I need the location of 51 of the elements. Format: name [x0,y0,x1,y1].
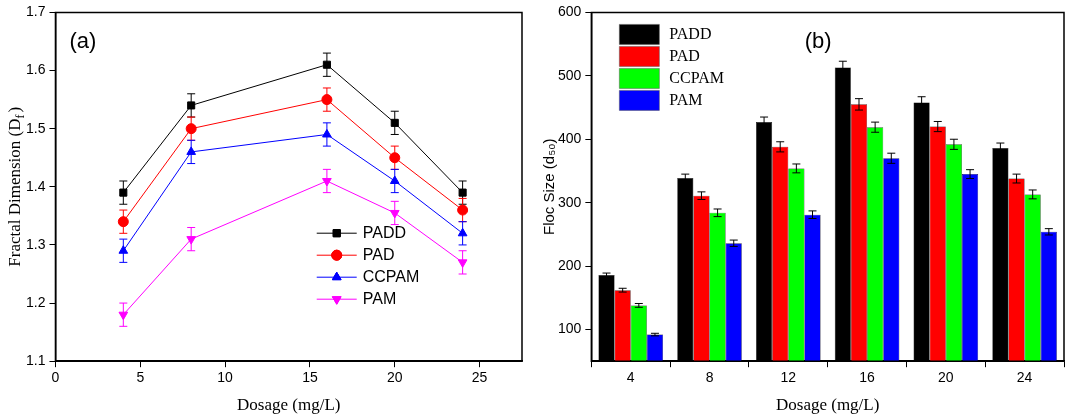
y-tick-label: 500 [558,66,582,83]
y-tick-label: 100 [558,320,582,337]
y-tick-label: 1.4 [25,177,46,194]
point [118,245,129,254]
point [185,123,197,135]
legend-label: PAD [669,46,700,64]
x-tick-label: 12 [780,369,797,386]
legend-label: PAM [362,289,397,307]
y-tick-label: 300 [558,193,582,210]
point [457,204,469,216]
y-tick-label: 1.5 [25,119,46,136]
y-tick-label: 1.2 [25,293,46,310]
x-tick-label: 24 [1016,369,1033,386]
point [119,188,128,197]
x-tick-label: 20 [386,369,403,386]
annotation: (b) [804,28,832,54]
annotation: (a) [69,28,97,54]
y-tick-label: 200 [558,256,582,273]
y-tick-label: 600 [558,3,582,20]
x-tick-label: 25 [471,369,488,386]
x-tick-label: 8 [705,369,714,386]
point [389,152,401,164]
x-tick-label: 5 [136,369,145,386]
x-axis-title: Dosage (mg/L) [775,395,880,415]
y-tick-label: 400 [558,130,582,147]
x-axis-title: Dosage (mg/L) [237,395,341,415]
y-tick-label: 1.1 [25,352,46,369]
legend-label: PADD [362,223,406,241]
x-tick-label: 16 [859,369,876,386]
y-tick-label: 1.7 [25,3,46,20]
legend-label: PADD [669,24,712,42]
legend-label: PAM [669,90,703,108]
point [117,216,129,228]
x-tick-label: 4 [626,369,635,386]
y-tick-label: 1.3 [25,235,46,252]
legend-label: CCPAM [669,68,724,86]
point [458,188,467,197]
point [186,236,197,245]
y-axis-title: Floc Size (d₅₀) [540,138,558,236]
legend-label: CCPAM [362,267,420,285]
x-tick-label: 20 [938,369,954,386]
x-tick-label: 15 [302,369,318,386]
point [389,175,400,184]
point [457,259,468,268]
point [187,101,196,110]
y-axis-title: Fractal Dimension (Df) [5,106,28,267]
x-tick-label: 0 [51,369,60,386]
x-tick-label: 10 [217,369,234,386]
y-tick-label: 1.6 [25,61,46,78]
legend-label: PAD [362,245,395,263]
point [186,146,197,155]
